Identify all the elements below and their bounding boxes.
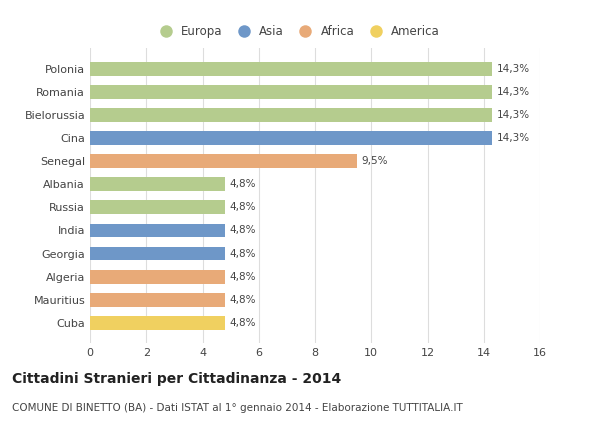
Text: 4,8%: 4,8% [229, 318, 256, 328]
Text: 14,3%: 14,3% [496, 110, 530, 120]
Text: 14,3%: 14,3% [496, 133, 530, 143]
Bar [90, 85, 492, 99]
Bar [90, 224, 225, 238]
Text: COMUNE DI BINETTO (BA) - Dati ISTAT al 1° gennaio 2014 - Elaborazione TUTTITALIA: COMUNE DI BINETTO (BA) - Dati ISTAT al 1… [12, 403, 463, 413]
Text: 14,3%: 14,3% [496, 87, 530, 97]
Text: 14,3%: 14,3% [496, 64, 530, 74]
Bar [90, 201, 225, 214]
Bar [90, 131, 492, 145]
Bar [90, 177, 225, 191]
Text: 4,8%: 4,8% [229, 179, 256, 189]
Bar [90, 154, 357, 168]
Text: Cittadini Stranieri per Cittadinanza - 2014: Cittadini Stranieri per Cittadinanza - 2… [12, 372, 341, 386]
Text: 4,8%: 4,8% [229, 295, 256, 305]
Text: 4,8%: 4,8% [229, 249, 256, 259]
Bar [90, 293, 225, 307]
Text: 4,8%: 4,8% [229, 202, 256, 213]
Text: 9,5%: 9,5% [361, 156, 388, 166]
Text: 4,8%: 4,8% [229, 225, 256, 235]
Legend: Europa, Asia, Africa, America: Europa, Asia, Africa, America [151, 22, 443, 42]
Text: 4,8%: 4,8% [229, 271, 256, 282]
Bar [90, 247, 225, 260]
Bar [90, 270, 225, 284]
Bar [90, 316, 225, 330]
Bar [90, 62, 492, 76]
Bar [90, 108, 492, 122]
